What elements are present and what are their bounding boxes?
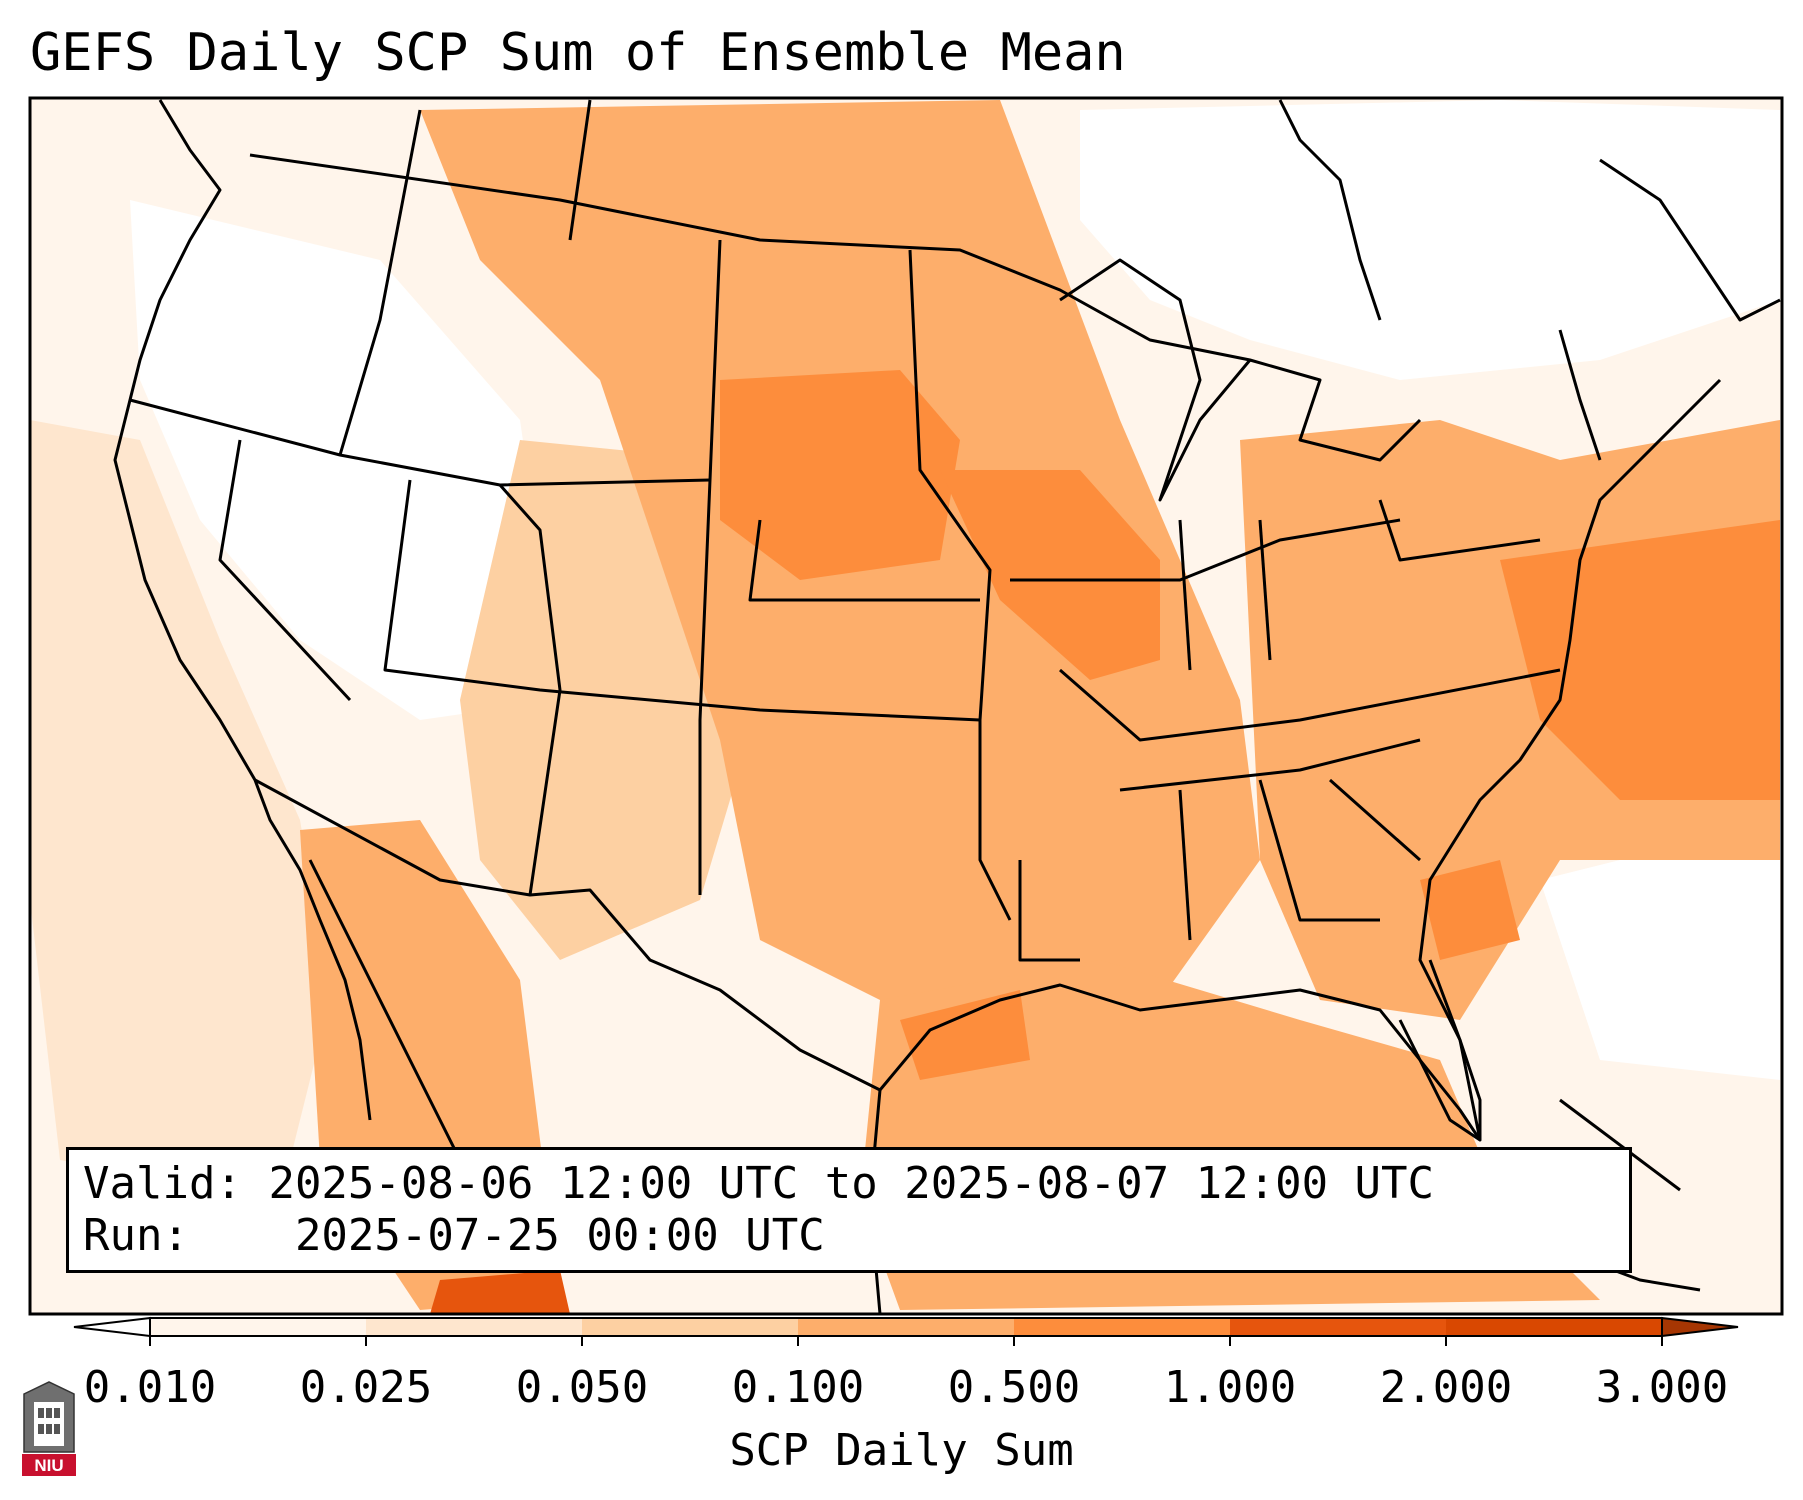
colorbar-segment (798, 1318, 1015, 1336)
valid-label: Valid: (83, 1158, 242, 1209)
state-line-19 (1558, 329, 1602, 461)
bahamas-outline (1559, 1098, 1681, 1192)
colorbar-segment (582, 1318, 799, 1336)
colorbar-tick-label: 0.500 (948, 1362, 1080, 1413)
state-line-10 (1010, 518, 1401, 582)
state-line-8 (498, 484, 562, 896)
colorbar-tick-label: 0.050 (516, 1362, 648, 1413)
state-line-2 (568, 99, 592, 241)
northeast-coast (1599, 158, 1781, 322)
validity-info-box: Valid: 2025-08-06 12:00 UTC to 2025-08-0… (66, 1147, 1632, 1273)
field-hotspot-mexico-south (430, 1270, 570, 1314)
state-line-5 (129, 398, 711, 487)
logo-tower-window-6 (54, 1424, 60, 1434)
logo-tower-window-3 (54, 1408, 60, 1418)
state-line-17 (1329, 778, 1421, 862)
border-canada-us (249, 153, 1251, 362)
logo-text: NIU (34, 1456, 63, 1475)
coastline-baja (308, 859, 472, 1181)
field-hotspot-atlantic (1500, 520, 1780, 800)
colorbar-segment (150, 1318, 367, 1336)
logo-tower-window-4 (38, 1424, 44, 1434)
coastline-west (113, 99, 372, 1121)
state-line-7 (383, 479, 981, 722)
valid-time-text: 2025-08-06 12:00 UTC to 2025-08-07 12:00… (268, 1158, 1435, 1209)
colorbar-tick-label: 0.100 (732, 1362, 864, 1413)
state-line-14 (1119, 738, 1421, 792)
state-line-9 (748, 519, 980, 602)
colorbar-extend-under (73, 1316, 151, 1338)
colorbar-tick-label: 1.000 (1164, 1362, 1296, 1413)
field-region-atlantic-white (1540, 820, 1780, 1080)
great-lakes-outline (1059, 258, 1422, 502)
run-time-line: Run: 2025-07-25 00:00 UTC (83, 1210, 825, 1262)
niu-logo: NIU (22, 1381, 76, 1476)
colorbar-label: SCP Daily Sum (729, 1425, 1074, 1476)
run-time-text: 2025-07-25 00:00 UTC (294, 1210, 825, 1261)
map-title: GEFS Daily SCP Sum of Ensemble Mean (30, 23, 1126, 83)
colorbar-extend-over (1661, 1316, 1739, 1338)
colorbar-segment (366, 1318, 583, 1336)
hudson-bay-outline (1278, 99, 1382, 321)
florida-outline (1398, 959, 1482, 1142)
field-region-northeast-white (1080, 100, 1780, 380)
colorbar-segment (1014, 1318, 1231, 1336)
field-region-pacific-light (30, 420, 330, 1200)
logo-tower-window-2 (46, 1408, 52, 1418)
field-region-west-white (130, 200, 560, 720)
colorbar-outline (149, 1317, 1663, 1337)
coastline-gulf (878, 983, 1482, 1141)
colorbar-segment (1230, 1318, 1447, 1336)
colorbar: 0.010 0.025 0.050 0.100 0.500 1.000 2.000 3.000 (73, 1316, 1739, 1413)
field-hotspot-iowa-illinois (940, 470, 1160, 680)
logo-tower-window-1 (38, 1408, 44, 1418)
logo-tower-window-5 (46, 1424, 52, 1434)
state-line-1 (338, 109, 422, 456)
field-hotspot-texas-coast (900, 990, 1030, 1080)
colorbar-tick-label: 3.000 (1596, 1362, 1728, 1413)
state-line-6 (218, 439, 352, 702)
state-line-13 (1258, 519, 1272, 661)
state-line-11 (1059, 668, 1561, 742)
colorbar-tick-label: 0.025 (300, 1362, 432, 1413)
colorbar-segment (1446, 1318, 1663, 1336)
logo-text-band (22, 1454, 76, 1476)
field-region-plains (420, 100, 1260, 1060)
state-line-4 (908, 249, 1012, 921)
valid-time-line: Valid: 2025-08-06 12:00 UTC to 2025-08-0… (83, 1158, 1434, 1210)
state-line-16 (1258, 779, 1380, 922)
colorbar-tick-label: 2.000 (1380, 1362, 1512, 1413)
coastline-east (1418, 378, 1722, 1141)
state-line-12 (1178, 519, 1192, 671)
state-line-15 (1178, 789, 1192, 941)
border-us-mexico (254, 778, 881, 1092)
field-hotspot-dakota (720, 370, 960, 580)
colorbar-tick-label: 0.010 (84, 1362, 216, 1413)
state-line-18 (1378, 499, 1541, 562)
map-frame (28, 96, 1784, 1316)
state-line-20 (1018, 860, 1080, 962)
field-hotspot-georgia-coast (1420, 860, 1520, 960)
state-line-3 (698, 239, 722, 895)
run-label: Run: (83, 1210, 189, 1261)
scp-field (30, 98, 1782, 1314)
